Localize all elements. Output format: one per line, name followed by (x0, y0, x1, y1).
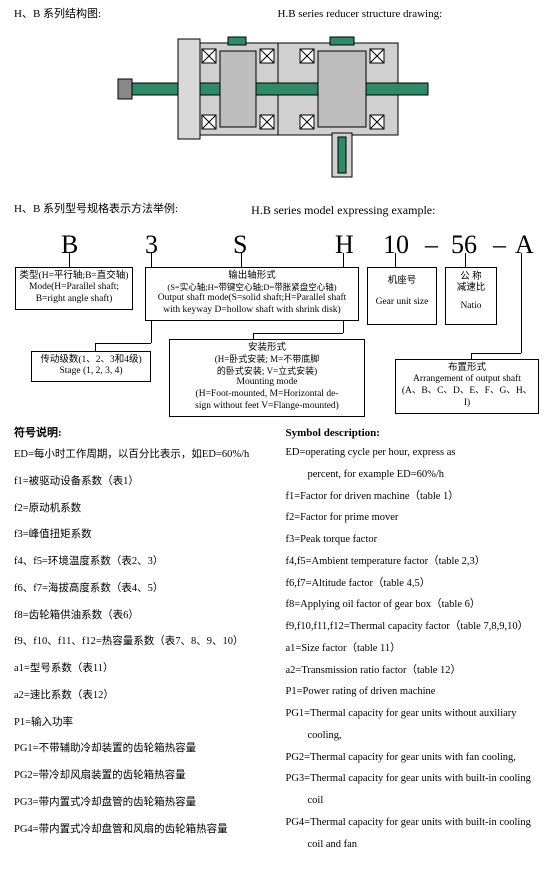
sym-en-line: PG1=Thermal capacity for gear units with… (286, 706, 542, 722)
box-output-cn: 输出轴形式 (149, 271, 355, 283)
sym-cn-line: PG1=不带辅助冷却装置的齿轮箱热容量 (14, 741, 270, 757)
structure-title-cn: H、B 系列结构图: (14, 6, 278, 23)
sym-en-line: PG2=Thermal capacity for gear units with… (286, 750, 542, 766)
box-type-en1: Mode(H=Parallel shaft; (19, 282, 129, 294)
code-56: 56 (451, 225, 477, 264)
sym-en-line: f1=Factor for driven machine（table 1） (286, 489, 542, 505)
code-d2: – (493, 225, 506, 264)
box-output-en1: Output shaft mode(S=solid shaft;H=Parall… (149, 293, 355, 305)
sym-en-line: ED=operating cycle per hour, express as (286, 445, 542, 461)
symbol-hdr-en: Symbol description: (286, 425, 542, 442)
sym-en-line: P1=Power rating of driven machine (286, 684, 542, 700)
model-code-diagram: B 3 S H 10 – 56 – A 类型(H=平行轴;B=直交轴) Mode… (15, 225, 540, 415)
box-stage-cn: 传动级数(1、2、3和4级) (35, 355, 147, 367)
box-arr-en1: Arrangement of output shaft (399, 374, 535, 386)
box-ratio-cn2: 减速比 (449, 283, 493, 295)
box-mount: 安装形式 (H=卧式安装; M=不带底脚 的卧式安装; V=立式安装) Moun… (169, 339, 365, 417)
sym-en-line: a1=Size factor（table 11） (286, 641, 542, 657)
sym-en-line: f9,f10,f11,f12=Thermal capacity factor（t… (286, 619, 542, 635)
box-size: 机座号 Gear unit size (367, 267, 437, 325)
sym-cn-line: ED=每小时工作周期，以百分比表示，如ED=60%/h (14, 447, 270, 463)
sym-en-line: f4,f5=Ambient temperature factor（table 2… (286, 554, 542, 570)
box-arr-en2: (A、B、C、D、E、F、G、H、I) (399, 386, 535, 410)
structure-title-en: H.B series reducer structure drawing: (278, 6, 542, 23)
sym-cn-line: f2=原动机系数 (14, 501, 270, 517)
symbol-col-cn: 符号说明: ED=每小时工作周期，以百分比表示，如ED=60%/h f1=被驱动设… (14, 425, 270, 859)
box-outputshaft: 输出轴形式 (S=实心轴;H=带键空心轴;D=带胀紧盘空心轴) Output s… (145, 267, 359, 321)
sym-cn-line: f8=齿轮箱供油系数（表6） (14, 608, 270, 624)
sym-en-line: f3=Peak torque factor (286, 532, 542, 548)
box-mount-en2: (H=Foot-mounted, M=Horizontal de- (173, 389, 361, 401)
code-d1: – (425, 225, 438, 264)
sym-en-line: f2=Factor for prime mover (286, 510, 542, 526)
box-type: 类型(H=平行轴;B=直交轴) Mode(H=Parallel shaft; B… (15, 267, 133, 311)
box-arrangement: 布置形式 Arrangement of output shaft (A、B、C、… (395, 359, 539, 415)
code-H: H (335, 225, 354, 264)
code-A: A (515, 225, 534, 264)
box-ratio: 公 称 减速比 Natio (445, 267, 497, 325)
gearbox-svg (68, 25, 488, 185)
box-mount-en3: sign without feet V=Flange-mounted) (173, 401, 361, 413)
sym-cn-line: f6、f7=海拔高度系数（表4、5） (14, 581, 270, 597)
box-mount-sub-cn: (H=卧式安装; M=不带底脚 (173, 354, 361, 365)
box-size-cn: 机座号 (371, 276, 433, 288)
sym-cn-line: f4、f5=环境温度系数（表2、3） (14, 554, 270, 570)
code-10: 10 (383, 225, 409, 264)
box-output-sub-cn: (S=实心轴;H=带键空心轴;D=带胀紧盘空心轴) (149, 282, 355, 293)
box-ratio-cn: 公 称 (449, 272, 493, 284)
sym-en-line: coil and fan (286, 837, 542, 853)
box-size-en: Gear unit size (371, 297, 433, 309)
box-output-en2: with keyway D=hollow shaft with shrink d… (149, 305, 355, 317)
sym-en-line: percent, for example ED=60%/h (286, 467, 542, 483)
structure-drawing (0, 25, 555, 185)
sym-cn-line: PG2=带冷却风扇装置的齿轮箱热容量 (14, 768, 270, 784)
box-type-en2: B=right angle shaft) (19, 294, 129, 306)
sym-en-line: coil (286, 793, 542, 809)
symbol-col-en: Symbol description: ED=operating cycle p… (286, 425, 542, 859)
box-arr-cn: 布置形式 (399, 363, 535, 375)
sym-cn-line: a2=速比系数（表12） (14, 688, 270, 704)
box-ratio-en: Natio (449, 301, 493, 313)
model-title-en: H.B series model expressing example: (251, 201, 541, 219)
sym-cn-line: PG4=带内置式冷却盘管和风扇的齿轮箱热容量 (14, 822, 270, 838)
sym-en-line: cooling, (286, 728, 542, 744)
sym-en-line: f6,f7=Altitude factor（table 4,5） (286, 576, 542, 592)
sym-en-line: PG3=Thermal capacity for gear units with… (286, 771, 542, 787)
sym-cn-line: PG3=带内置式冷却盘管的齿轮箱热容量 (14, 795, 270, 811)
sym-en-line: PG4=Thermal capacity for gear units with… (286, 815, 542, 831)
symbol-hdr-cn: 符号说明: (14, 425, 270, 442)
box-stage-en: Stage (1, 2, 3, 4) (35, 366, 147, 378)
box-mount-en1: Mounting mode (173, 377, 361, 389)
box-type-cn: 类型(H=平行轴;B=直交轴) (19, 271, 129, 283)
sym-cn-line: f3=峰值扭矩系数 (14, 527, 270, 543)
box-mount-cn: 安装形式 (173, 343, 361, 355)
sym-cn-line: a1=型号系数（表11） (14, 661, 270, 677)
sym-cn-line: P1=输入功率 (14, 715, 270, 731)
sym-en-line: a2=Transmission ratio factor（table 12） (286, 663, 542, 679)
sym-en-line: f8=Applying oil factor of gear box（table… (286, 597, 542, 613)
box-stage: 传动级数(1、2、3和4级) Stage (1, 2, 3, 4) (31, 351, 151, 383)
sym-cn-line: f9、f10、f11、f12=热容量系数（表7、8、9、10） (14, 634, 270, 650)
sym-cn-line: f1=被驱动设备系数（表1） (14, 474, 270, 490)
model-title-cn: H、B 系列型号规格表示方法举例: (14, 201, 251, 219)
box-mount-sub-cn2: 的卧式安装; V=立式安装) (173, 366, 361, 377)
